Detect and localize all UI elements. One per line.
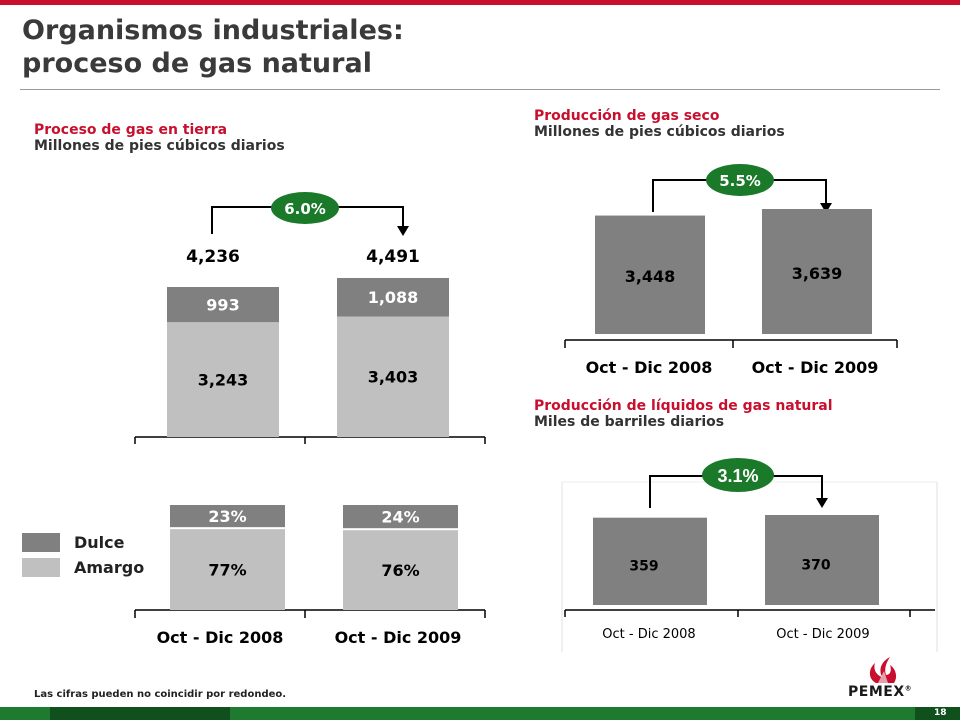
legend: Dulce Amargo xyxy=(22,530,144,580)
label-liquidos-2008: 359 xyxy=(629,559,658,575)
liquidos-category-2008: Oct - Dic 2008 xyxy=(602,627,695,642)
bar-proceso-2009-amargo xyxy=(337,316,449,437)
gas-seco-change-label: 5.5% xyxy=(719,172,761,190)
liquidos-subtitle: Miles de barriles diarios xyxy=(534,414,725,430)
label-mezcla-2008-dulce: 23% xyxy=(208,507,246,526)
footnote: Las cifras pueden no coincidir por redon… xyxy=(34,689,287,700)
bottom-bar-accent-right xyxy=(915,707,960,720)
label-gas-seco-2008: 3,448 xyxy=(625,267,676,286)
label-mezcla-2009-dulce: 24% xyxy=(381,508,419,527)
top-accent-bar xyxy=(0,0,960,5)
bar-proceso-2008-dulce xyxy=(167,287,279,323)
bar-mezcla-2009-amargo xyxy=(343,530,458,610)
bar-proceso-2009-dulce xyxy=(337,277,449,317)
liquidos-change-badge xyxy=(702,458,774,492)
bar-proceso-2008-amargo xyxy=(167,322,279,437)
logo-name: PEMEX xyxy=(848,684,905,700)
gas-seco-title: Producción de gas seco xyxy=(534,108,720,124)
bottom-bar xyxy=(0,707,960,720)
label-mezcla-2008-amargo: 77% xyxy=(208,561,246,580)
title-line-1: Organismos industriales: xyxy=(22,15,404,46)
proceso-change-badge xyxy=(271,192,339,224)
legend-item-amargo: Amargo xyxy=(22,555,144,580)
bottom-bar-accent xyxy=(50,707,230,720)
gas-seco-heading: Producción de gas seco Millones de pies … xyxy=(534,108,785,140)
proceso-subtitle: Millones de pies cúbicos diarios xyxy=(34,138,285,154)
label-mezcla-2009-amargo: 76% xyxy=(381,561,419,580)
bar-mezcla-2009-dulce xyxy=(343,505,458,529)
mezcla-category-2008: Oct - Dic 2008 xyxy=(157,628,284,647)
bar-gas-seco-2008 xyxy=(595,215,705,334)
liquidos-chart: 3.1% 359 370 Oct - Dic 2008 Oct - Dic 20… xyxy=(561,458,938,652)
gas-seco-category-2009: Oct - Dic 2009 xyxy=(752,358,879,377)
gas-seco-arrowhead xyxy=(820,203,832,213)
label-proceso-2009-amargo: 3,403 xyxy=(368,368,419,387)
proceso-change-label: 6.0% xyxy=(284,200,326,218)
title-divider xyxy=(20,89,940,90)
legend-item-dulce: Dulce xyxy=(22,530,144,555)
pemex-wordmark: PEMEX® xyxy=(848,684,912,700)
bar-liquidos-2009 xyxy=(765,515,879,605)
legend-swatch-amargo xyxy=(22,558,60,577)
liquidos-title: Producción de líquidos de gas natural xyxy=(534,398,833,414)
gas-seco-subtitle: Millones de pies cúbicos diarios xyxy=(534,124,785,140)
label-liquidos-2009: 370 xyxy=(801,558,830,574)
mezcla-chart: 77% 23% 76% 24% Oct - Dic 2008 Oct - Dic… xyxy=(134,505,486,647)
proceso-heading: Proceso de gas en tierra Millones de pie… xyxy=(34,122,285,154)
legend-swatch-dulce xyxy=(22,533,60,552)
proceso-chart: 6.0% 3,243 993 3,403 1,088 4,236 4,491 xyxy=(134,192,486,444)
gas-seco-change-badge xyxy=(706,164,774,196)
bar-liquidos-2008 xyxy=(593,517,707,605)
liquidos-category-2009: Oct - Dic 2009 xyxy=(776,627,869,642)
proceso-title: Proceso de gas en tierra xyxy=(34,122,228,138)
total-proceso-2009: 4,491 xyxy=(366,247,420,267)
bar-mezcla-2008-dulce xyxy=(170,505,285,528)
page-number: 18 xyxy=(934,708,947,718)
liquidos-change-label: 3.1% xyxy=(717,466,758,486)
bar-gas-seco-2009 xyxy=(762,209,872,334)
logo-registered: ® xyxy=(904,684,913,693)
liquidos-heading: Producción de líquidos de gas natural Mi… xyxy=(534,398,833,430)
page-title: Organismos industriales: proceso de gas … xyxy=(22,14,404,80)
legend-label-amargo: Amargo xyxy=(74,558,145,577)
liquidos-arrowhead xyxy=(816,498,828,508)
legend-label-dulce: Dulce xyxy=(74,533,125,552)
label-proceso-2008-amargo: 3,243 xyxy=(198,371,249,390)
total-proceso-2008: 4,236 xyxy=(186,247,240,267)
title-line-2: proceso de gas natural xyxy=(22,48,372,79)
mezcla-category-2009: Oct - Dic 2009 xyxy=(335,628,462,647)
pemex-logo-icon xyxy=(869,657,897,683)
proceso-arrowhead xyxy=(397,226,409,236)
label-proceso-2009-dulce: 1,088 xyxy=(368,288,419,307)
gas-seco-category-2008: Oct - Dic 2008 xyxy=(586,358,713,377)
bar-mezcla-2008-amargo xyxy=(170,529,285,610)
label-gas-seco-2009: 3,639 xyxy=(792,264,843,283)
gas-seco-chart: 5.5% 3,448 3,639 Oct - Dic 2008 Oct - Di… xyxy=(564,164,898,377)
label-proceso-2008-dulce: 993 xyxy=(206,296,239,315)
